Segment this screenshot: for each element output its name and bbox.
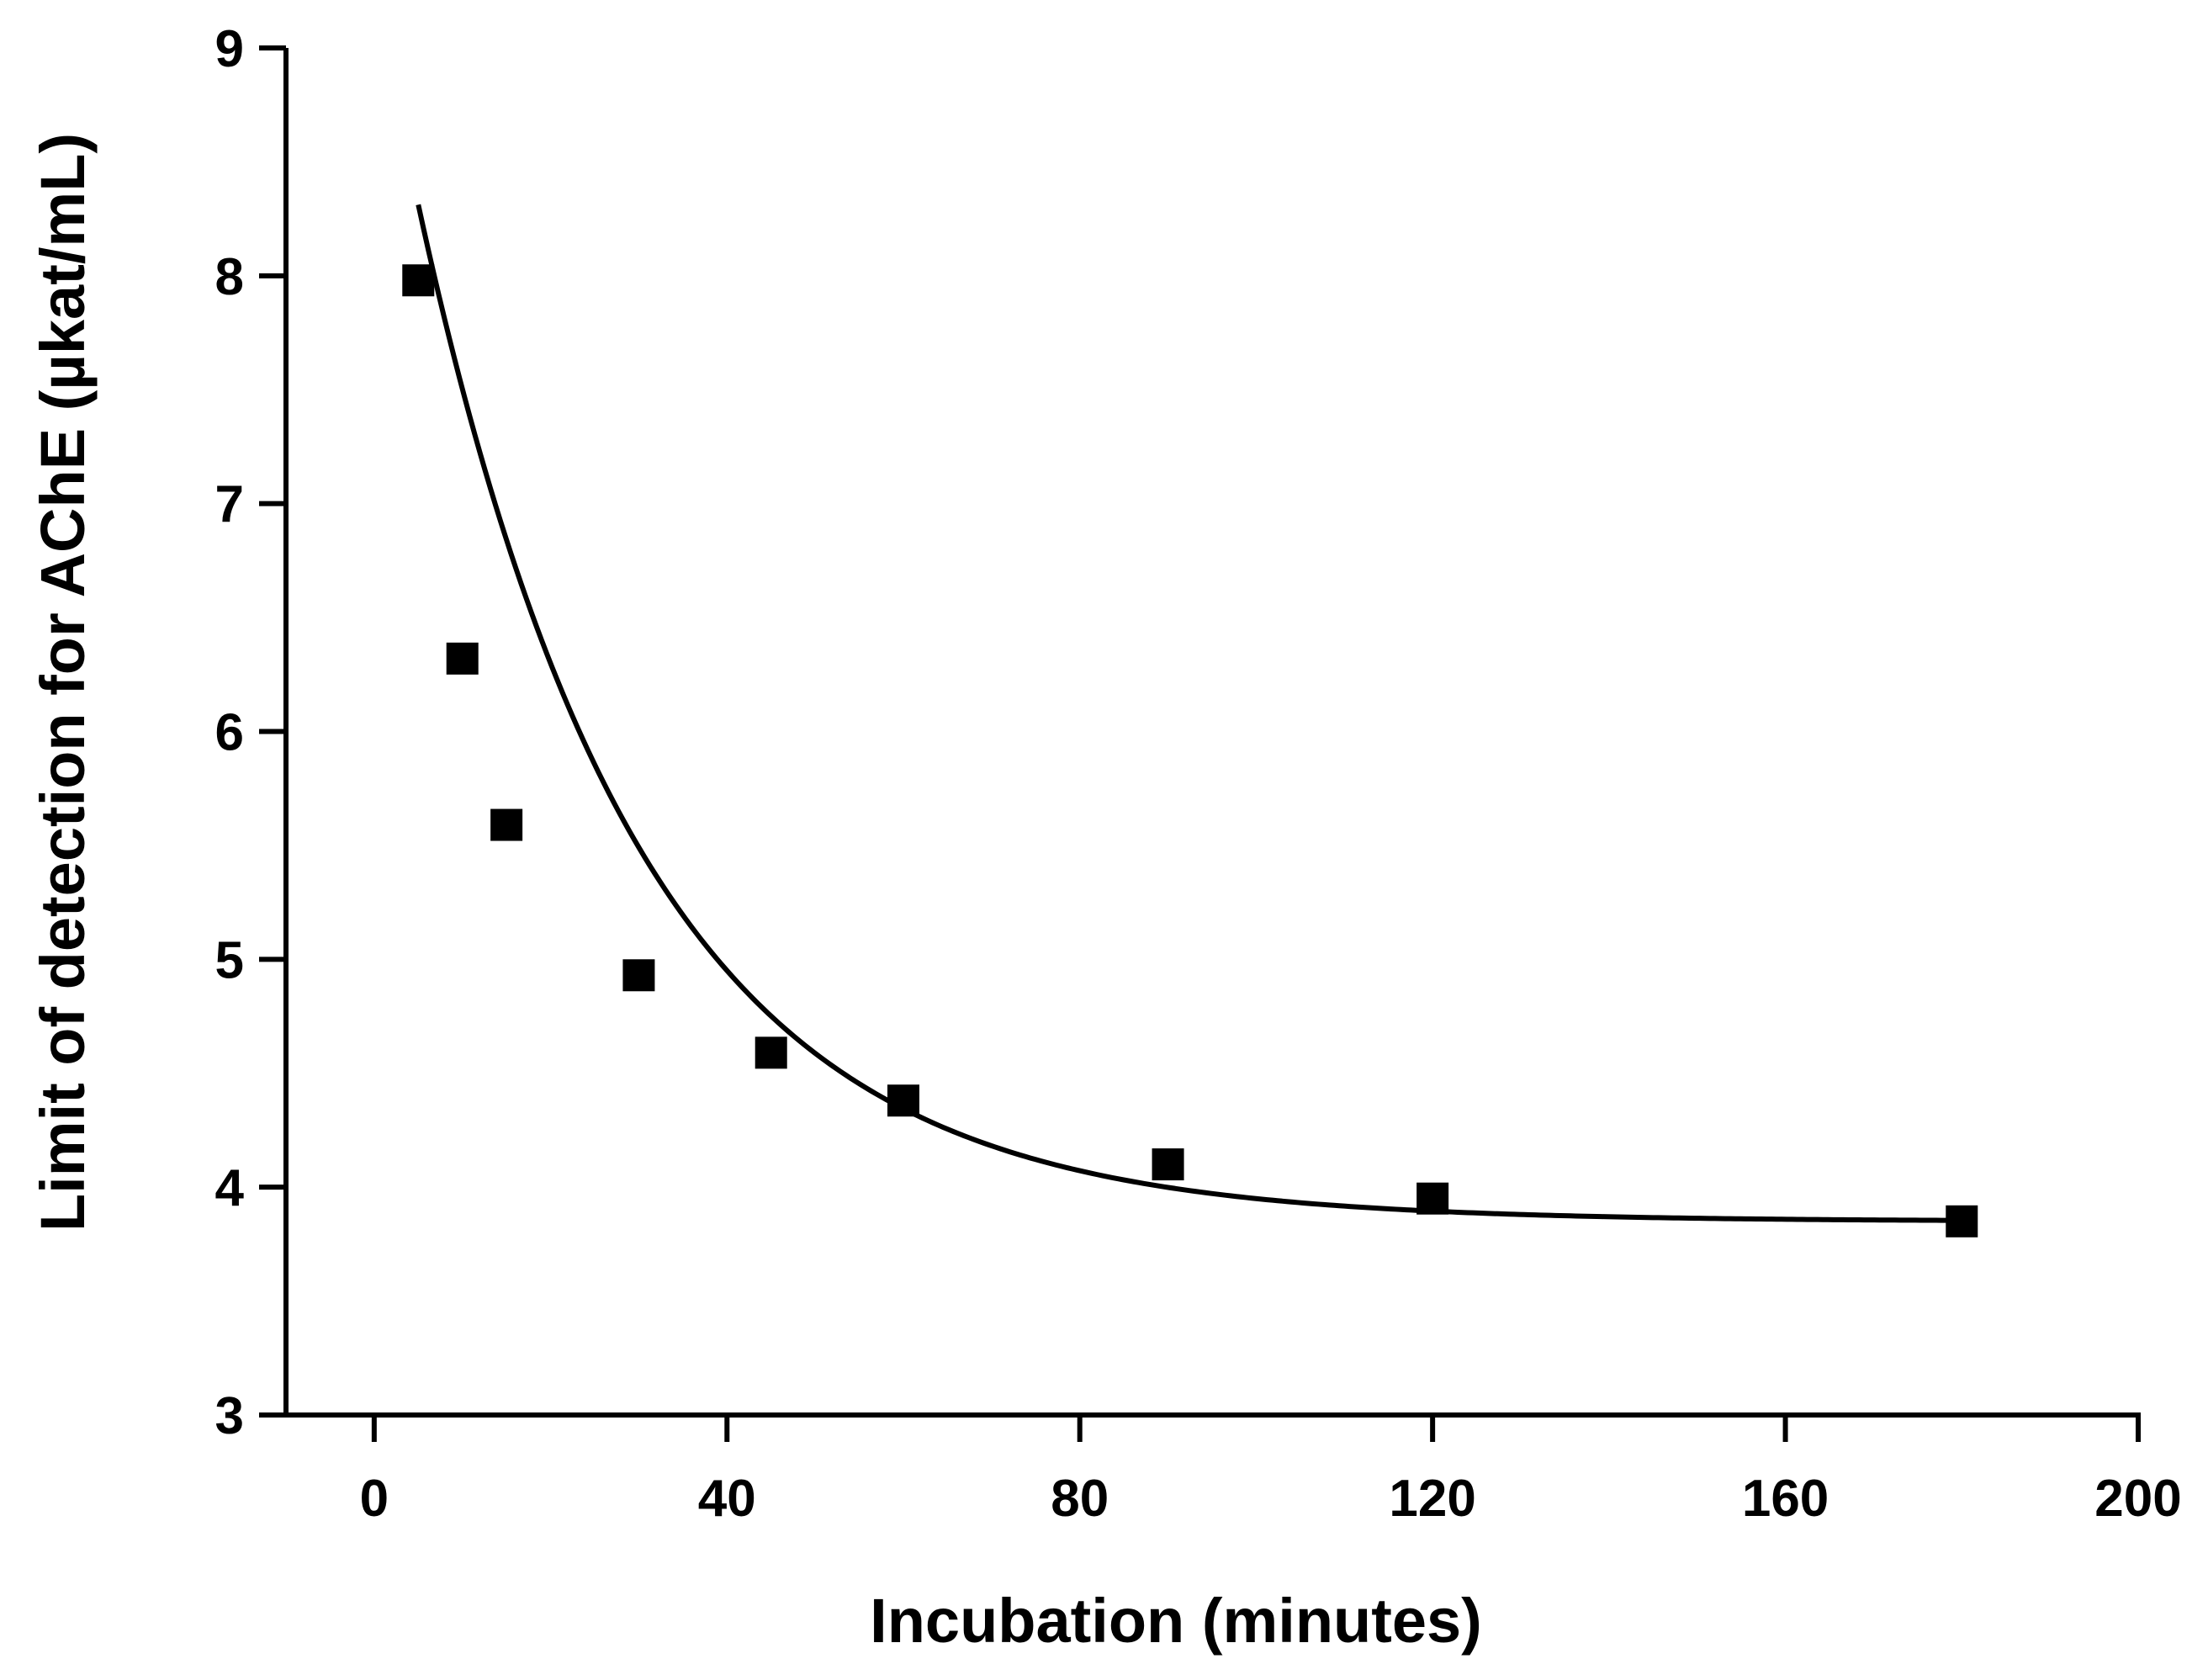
x-tick-label: 0 xyxy=(360,1470,389,1528)
data-point xyxy=(1946,1205,1978,1237)
y-axis-title: Limit of detection for AChE (µkat/mL) xyxy=(28,133,98,1232)
x-axis-title: Incubation (minutes) xyxy=(870,1586,1482,1656)
x-tick-label: 160 xyxy=(1742,1470,1829,1528)
y-tick-label: 8 xyxy=(215,248,244,306)
data-point xyxy=(490,808,523,841)
axes xyxy=(283,48,2141,1418)
data-point xyxy=(1152,1148,1184,1181)
fit-curve xyxy=(416,204,1962,1223)
x-tick-label: 40 xyxy=(698,1470,756,1528)
x-tick-label: 120 xyxy=(1389,1470,1475,1528)
data-point xyxy=(755,1036,787,1069)
y-tick-label: 7 xyxy=(215,476,244,534)
data-point xyxy=(1416,1182,1449,1215)
ticks: 3 4 5 6 7 8 9 0 40 80 120 160 200 xyxy=(215,20,2182,1528)
data-points xyxy=(402,264,1978,1237)
y-tick-label: 5 xyxy=(215,931,244,989)
fit-curve-layer xyxy=(416,204,1962,1223)
data-point xyxy=(402,264,435,297)
y-tick-label: 4 xyxy=(215,1159,245,1217)
x-tick-label: 200 xyxy=(2094,1470,2181,1528)
data-point xyxy=(887,1084,919,1117)
data-point xyxy=(622,959,655,992)
data-point xyxy=(446,642,479,675)
y-tick-label: 9 xyxy=(215,20,244,78)
x-tick-label: 80 xyxy=(1051,1470,1109,1528)
y-tick-label: 6 xyxy=(215,704,244,762)
y-tick-label: 3 xyxy=(215,1387,244,1445)
